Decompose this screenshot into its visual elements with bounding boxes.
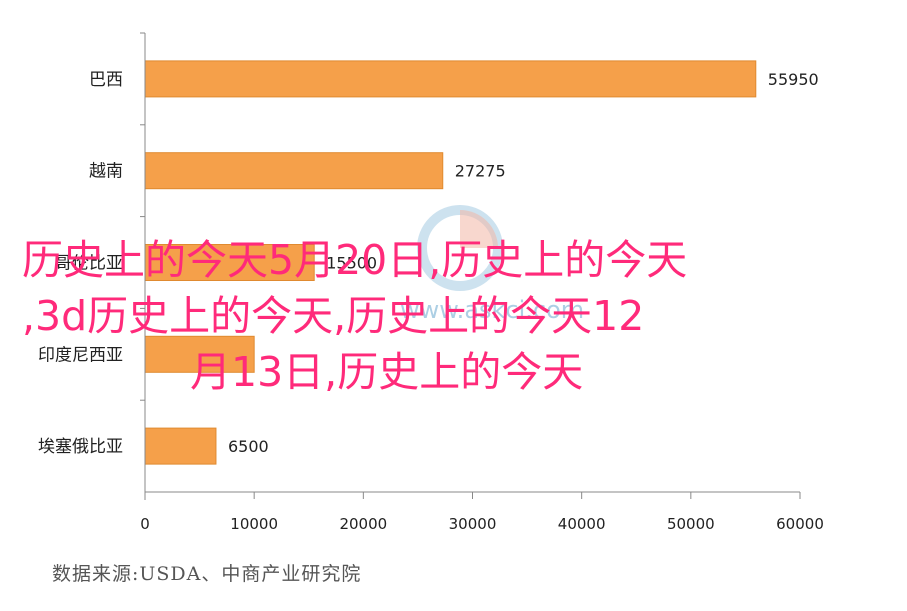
category-label-4: 埃塞俄比亚: [38, 437, 123, 457]
category-label-3: 印度尼西亚: [38, 345, 123, 365]
x-tick-label-3: 30000: [449, 515, 497, 533]
bar-1: [144, 152, 444, 190]
overlay-text: 历史上的今天5月20日,历史上的今天 ,3d历史上的今天,历史上的今天12 月1…: [22, 232, 822, 400]
bars-group: [144, 60, 757, 465]
x-axis: 0 10000 20000 30000 40000 50000 60000: [140, 32, 824, 533]
x-tick-label-2: 20000: [339, 515, 387, 533]
bar-4: [144, 427, 217, 465]
x-tick-label-6: 60000: [776, 515, 824, 533]
x-tick-label-5: 50000: [667, 515, 715, 533]
overlay-line-2: ,3d历史上的今天,历史上的今天12: [22, 292, 645, 340]
overlay-line-1: 历史上的今天5月20日,历史上的今天: [22, 236, 688, 284]
x-tick-label-4: 40000: [558, 515, 606, 533]
watermark-text: www.askci.com: [400, 296, 585, 324]
bar-3: [144, 335, 255, 373]
source-note: 数据来源:USDA、中商产业研究院: [52, 563, 362, 585]
category-label-1: 越南: [89, 162, 123, 182]
watermark-logo-icon: [417, 205, 503, 291]
category-label-2: 哥伦比亚: [55, 254, 123, 274]
x-tick-label-1: 10000: [230, 515, 278, 533]
value-label-0: 55950: [768, 70, 819, 89]
value-label-4: 6500: [228, 437, 269, 456]
x-tick-label-0: 0: [140, 515, 150, 533]
bar-0: [144, 60, 757, 98]
value-label-2: 15500: [326, 254, 377, 273]
bar-2: [144, 244, 315, 281]
value-label-1: 27275: [455, 162, 506, 181]
category-label-0: 巴西: [89, 70, 123, 90]
value-labels: 55950 27275 15500 6500: [228, 70, 819, 456]
overlay-line-3: 月13日,历史上的今天: [190, 348, 584, 396]
